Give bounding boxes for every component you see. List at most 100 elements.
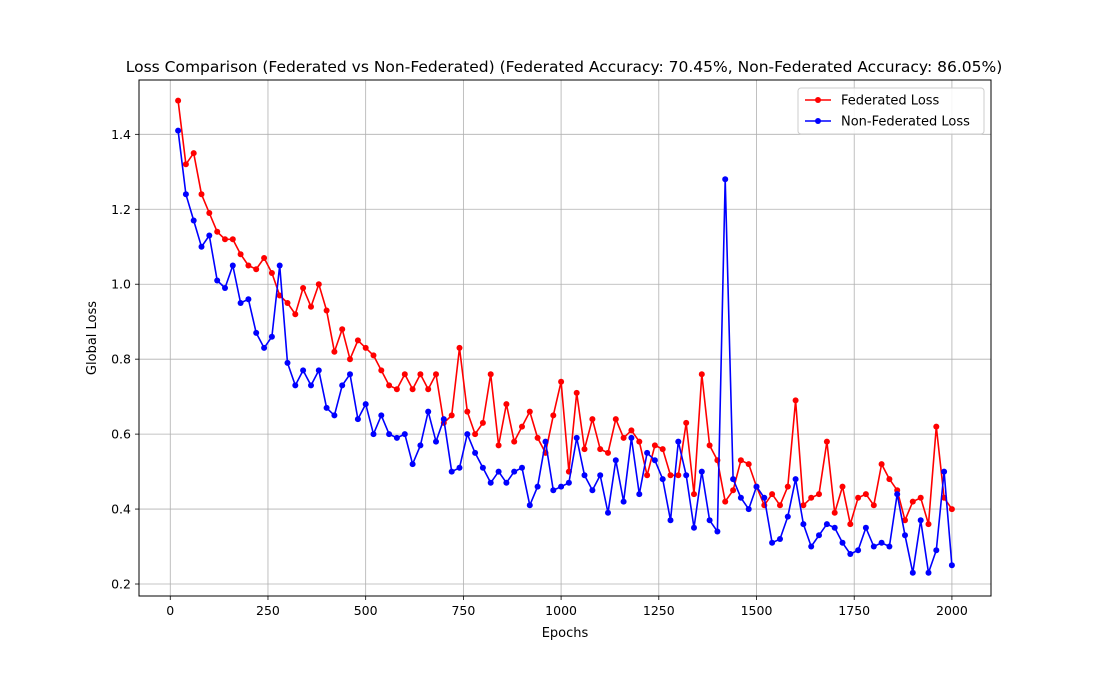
data-point	[284, 300, 291, 306]
data-point	[253, 329, 260, 336]
data-point	[948, 562, 955, 569]
data-point	[855, 547, 862, 554]
data-point	[284, 359, 291, 366]
grid-lines	[139, 80, 991, 596]
data-point	[440, 416, 447, 423]
data-point	[925, 521, 932, 528]
data-point	[831, 524, 838, 531]
data-point	[902, 532, 908, 539]
data-point	[323, 404, 330, 411]
data-point	[628, 434, 635, 441]
x-tick-label: 500	[354, 603, 378, 618]
data-point	[206, 232, 213, 239]
data-point	[300, 285, 307, 291]
data-point	[198, 243, 205, 250]
data-point	[362, 401, 369, 408]
data-point	[659, 476, 666, 483]
data-point	[534, 434, 541, 441]
y-tick-label: 0.6	[111, 427, 131, 442]
data-point	[245, 262, 252, 269]
data-point	[925, 569, 932, 576]
data-point	[761, 494, 768, 501]
data-point	[902, 517, 908, 524]
data-point	[417, 371, 424, 378]
data-point	[370, 431, 377, 438]
data-point	[550, 487, 557, 494]
data-point	[870, 502, 877, 509]
data-point	[464, 408, 471, 415]
data-point	[222, 285, 228, 291]
data-point	[362, 344, 369, 351]
y-tick-label: 0.2	[111, 577, 131, 592]
data-point	[519, 423, 525, 430]
data-point	[409, 461, 416, 468]
data-point	[722, 498, 729, 505]
data-point	[612, 457, 619, 464]
data-point	[386, 431, 393, 438]
series-line	[177, 100, 953, 525]
data-point	[354, 337, 361, 344]
legend-swatch-marker	[815, 97, 821, 103]
data-point	[206, 210, 213, 216]
data-point	[839, 539, 846, 546]
data-point	[573, 389, 580, 396]
data-point	[573, 434, 580, 441]
data-point	[823, 438, 830, 445]
x-tick-label: 1500	[741, 603, 773, 618]
data-point	[909, 569, 916, 576]
data-point	[308, 382, 314, 389]
data-point	[714, 528, 721, 535]
data-point	[472, 431, 479, 438]
data-point	[886, 476, 893, 483]
data-point	[816, 491, 822, 498]
data-point	[745, 461, 752, 468]
data-point	[433, 371, 439, 378]
data-point	[308, 303, 314, 310]
data-point	[425, 408, 432, 415]
data-point	[268, 270, 275, 276]
data-point	[261, 255, 268, 261]
data-point	[706, 442, 713, 449]
y-tick-label: 1.0	[111, 277, 131, 292]
data-point	[401, 431, 408, 438]
data-point	[175, 97, 182, 104]
data-point	[769, 539, 776, 546]
data-point	[292, 311, 299, 318]
data-point	[855, 494, 862, 501]
data-point	[917, 517, 924, 524]
data-point	[214, 277, 221, 284]
data-point	[636, 438, 643, 445]
data-point	[558, 483, 565, 490]
x-tick-label: 1750	[838, 603, 870, 618]
data-point	[651, 457, 658, 464]
data-point	[644, 449, 651, 456]
data-point	[839, 483, 846, 490]
data-point	[870, 543, 877, 550]
legend-box	[797, 87, 985, 135]
data-point	[339, 326, 346, 333]
data-point	[175, 127, 182, 134]
data-point	[800, 502, 807, 509]
legend: Federated Loss Non-Federated Loss	[797, 87, 985, 135]
data-point	[628, 427, 635, 434]
data-point	[675, 472, 682, 479]
data-point	[347, 371, 353, 378]
data-point	[698, 468, 705, 475]
data-point	[589, 487, 596, 494]
series-federated-loss	[175, 97, 955, 528]
data-point	[331, 348, 338, 355]
data-point	[378, 412, 385, 419]
data-point	[393, 386, 400, 393]
x-axis-ticks: 0 250 500 750 1000 1250 1500 1750 2000	[166, 596, 968, 618]
data-point	[722, 176, 729, 183]
data-point	[331, 412, 338, 419]
x-tick-label: 1000	[545, 603, 577, 618]
data-point	[847, 551, 854, 557]
data-point	[941, 468, 948, 475]
data-point	[519, 464, 525, 471]
data-point	[503, 479, 510, 486]
data-point	[683, 472, 690, 479]
data-point	[409, 386, 416, 393]
data-point	[831, 509, 838, 516]
data-point	[597, 446, 604, 453]
